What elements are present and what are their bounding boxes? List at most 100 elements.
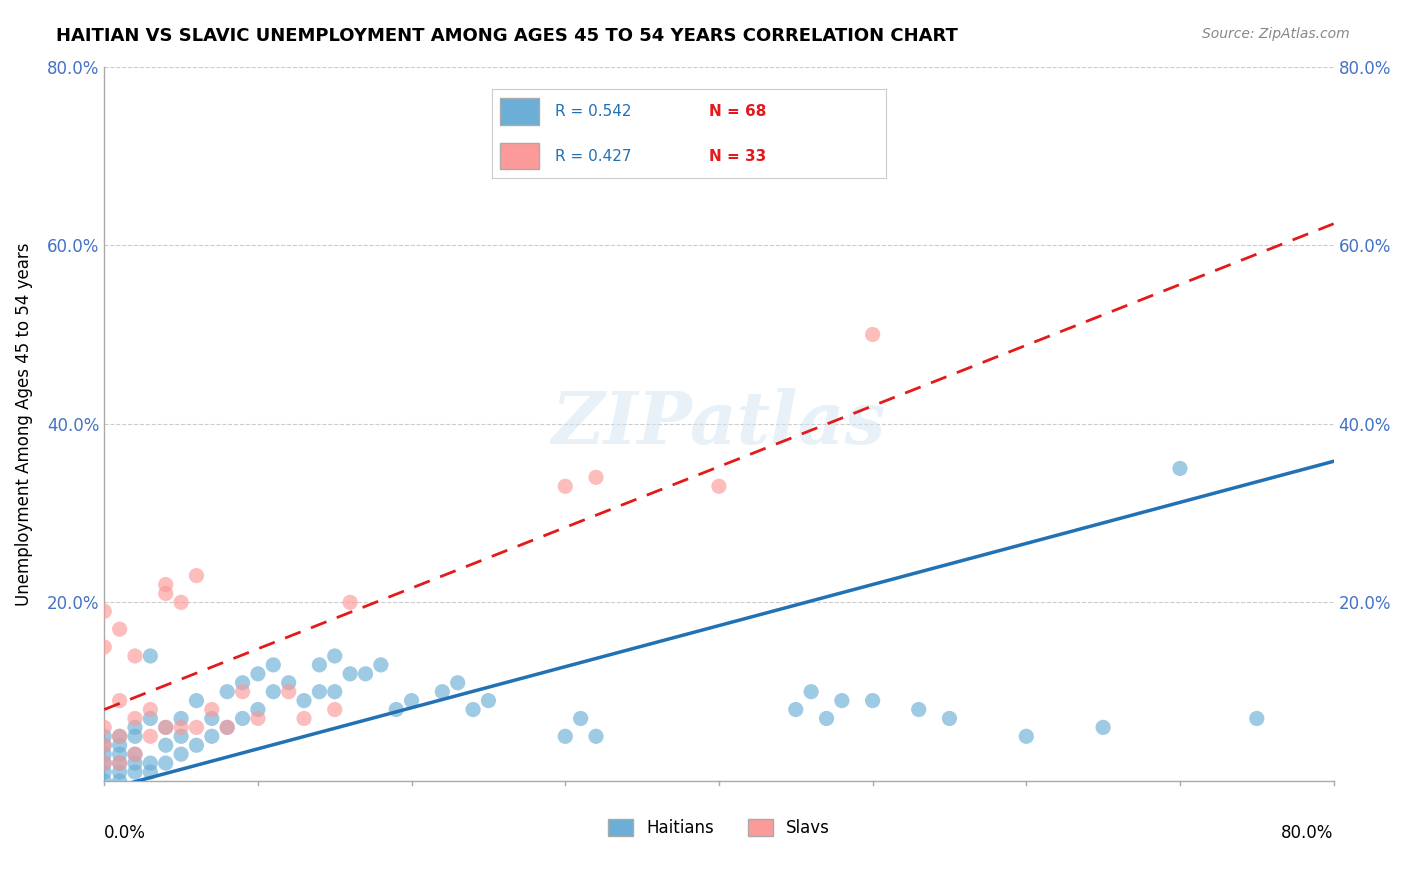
- Point: [124, 648, 146, 663]
- Point: [124, 729, 146, 743]
- Point: [232, 684, 254, 698]
- Point: [108, 756, 131, 771]
- Point: [785, 702, 807, 716]
- Point: [155, 720, 177, 734]
- Text: R = 0.427: R = 0.427: [555, 149, 631, 163]
- Point: [339, 666, 361, 681]
- Legend: Haitians, Slavs: Haitians, Slavs: [602, 813, 837, 844]
- Point: [385, 702, 408, 716]
- Point: [186, 568, 208, 582]
- Point: [1015, 729, 1038, 743]
- Point: [308, 657, 330, 672]
- Point: [217, 720, 239, 734]
- Point: [93, 765, 115, 780]
- Point: [370, 657, 392, 672]
- Point: [401, 693, 423, 707]
- Point: [323, 648, 346, 663]
- Point: [139, 765, 162, 780]
- Point: [477, 693, 499, 707]
- Point: [707, 479, 730, 493]
- Point: [155, 738, 177, 752]
- Point: [292, 693, 315, 707]
- Text: Source: ZipAtlas.com: Source: ZipAtlas.com: [1202, 27, 1350, 41]
- Point: [569, 711, 592, 725]
- Point: [1246, 711, 1268, 725]
- Point: [93, 756, 115, 771]
- Point: [170, 720, 193, 734]
- Point: [139, 711, 162, 725]
- Point: [93, 756, 115, 771]
- Point: [217, 720, 239, 734]
- Point: [232, 675, 254, 690]
- Point: [124, 720, 146, 734]
- Text: ZIPatlas: ZIPatlas: [553, 388, 886, 459]
- Point: [139, 702, 162, 716]
- Point: [461, 702, 484, 716]
- Point: [139, 756, 162, 771]
- Point: [800, 684, 823, 698]
- Point: [246, 666, 269, 681]
- Text: HAITIAN VS SLAVIC UNEMPLOYMENT AMONG AGES 45 TO 54 YEARS CORRELATION CHART: HAITIAN VS SLAVIC UNEMPLOYMENT AMONG AGE…: [56, 27, 957, 45]
- Point: [862, 327, 884, 342]
- Point: [155, 756, 177, 771]
- Point: [93, 747, 115, 761]
- Text: 0.0%: 0.0%: [104, 824, 146, 842]
- Point: [217, 684, 239, 698]
- FancyBboxPatch shape: [501, 98, 540, 125]
- Point: [323, 684, 346, 698]
- Point: [124, 765, 146, 780]
- Point: [186, 693, 208, 707]
- Point: [170, 747, 193, 761]
- Point: [93, 738, 115, 752]
- Point: [108, 738, 131, 752]
- Point: [124, 747, 146, 761]
- Point: [447, 675, 470, 690]
- Point: [339, 595, 361, 609]
- Point: [201, 702, 224, 716]
- Point: [585, 470, 607, 484]
- Point: [139, 648, 162, 663]
- Point: [815, 711, 838, 725]
- Point: [139, 729, 162, 743]
- Point: [155, 720, 177, 734]
- Point: [246, 711, 269, 725]
- Point: [108, 756, 131, 771]
- Point: [108, 729, 131, 743]
- Point: [432, 684, 454, 698]
- Point: [354, 666, 377, 681]
- Point: [323, 702, 346, 716]
- Point: [186, 720, 208, 734]
- Point: [108, 765, 131, 780]
- Point: [108, 693, 131, 707]
- Point: [124, 756, 146, 771]
- Point: [938, 711, 960, 725]
- Point: [155, 586, 177, 600]
- Point: [124, 711, 146, 725]
- Point: [201, 729, 224, 743]
- Point: [124, 747, 146, 761]
- Point: [108, 747, 131, 761]
- Text: 80.0%: 80.0%: [1281, 824, 1334, 842]
- Point: [93, 640, 115, 654]
- Point: [277, 684, 299, 698]
- Text: R = 0.542: R = 0.542: [555, 104, 631, 119]
- Point: [108, 729, 131, 743]
- Text: N = 33: N = 33: [709, 149, 766, 163]
- Text: N = 68: N = 68: [709, 104, 766, 119]
- Point: [831, 693, 853, 707]
- Point: [108, 774, 131, 789]
- Point: [862, 693, 884, 707]
- Point: [93, 738, 115, 752]
- Point: [93, 774, 115, 789]
- Point: [170, 729, 193, 743]
- Point: [170, 595, 193, 609]
- Point: [93, 604, 115, 618]
- Point: [170, 711, 193, 725]
- FancyBboxPatch shape: [501, 143, 540, 169]
- Point: [155, 577, 177, 591]
- Point: [108, 622, 131, 636]
- Point: [186, 738, 208, 752]
- Point: [554, 729, 576, 743]
- Point: [1092, 720, 1115, 734]
- Point: [93, 729, 115, 743]
